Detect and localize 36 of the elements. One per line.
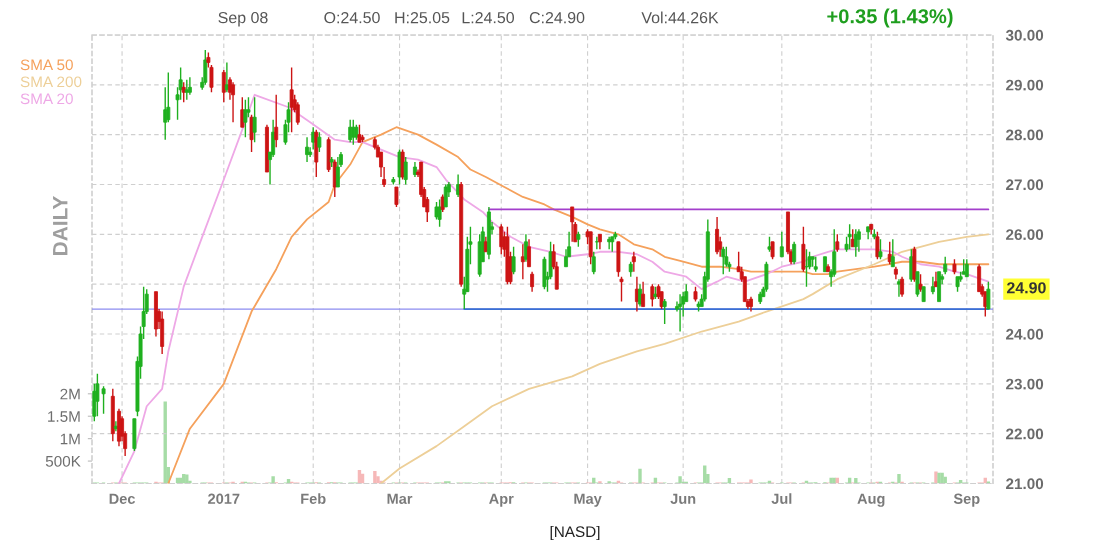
x-tick-label: Aug [857,493,885,507]
text: Sep 08 [218,11,268,27]
text: [NASD] [550,525,600,541]
y2-tick-label: 500K [45,455,81,467]
x-tick-label: Jun [670,493,696,504]
x-tick-label: Dec [109,493,136,504]
y-tick-label: 29.00 [1006,79,1044,91]
y2-tick-label: 1.5M [48,411,80,422]
x-tick-label: Apr [489,493,514,507]
x-tick-label: Mar [387,493,413,504]
y-tick-label: 28.00 [1006,129,1044,141]
text: DAILY [53,196,68,255]
text: Vol:44.26K [641,11,719,24]
y-tick-label: 30.00 [1005,29,1044,41]
x-tick-label: Sep [953,493,980,507]
text: O:24.50 [324,11,380,24]
y2-tick-label: 1M [60,433,80,445]
x-tick-label: Jul [771,493,792,504]
text: H:25.05 [395,11,450,24]
x-tick-label: May [574,493,602,507]
y-tick-label: 22.00 [1006,428,1044,440]
y-tick-label: 26.00 [1006,229,1044,241]
x-tick-label: Feb [301,493,326,504]
text: SMA 200 [20,76,82,88]
text: L:24.50 [462,11,515,24]
y-tick-label: 21.00 [1006,478,1044,490]
annotation: 24.90 [1006,282,1046,294]
y-tick-label: 24.00 [1006,328,1044,340]
text: +0.35 (1.43%) [827,8,953,28]
y2-tick-label: 2M [60,388,80,400]
text: SMA 20 [20,93,73,105]
y-tick-label: 27.00 [1006,179,1044,191]
text: SMA 50 [20,59,73,71]
x-tick-label: 2017 [208,493,240,504]
y-tick-label: 23.00 [1006,378,1044,390]
text: C:24.90 [529,11,585,24]
